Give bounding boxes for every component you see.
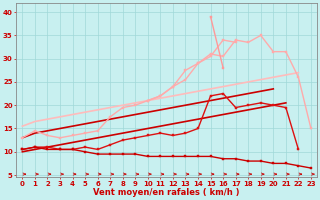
X-axis label: Vent moyen/en rafales ( km/h ): Vent moyen/en rafales ( km/h ) — [93, 188, 240, 197]
